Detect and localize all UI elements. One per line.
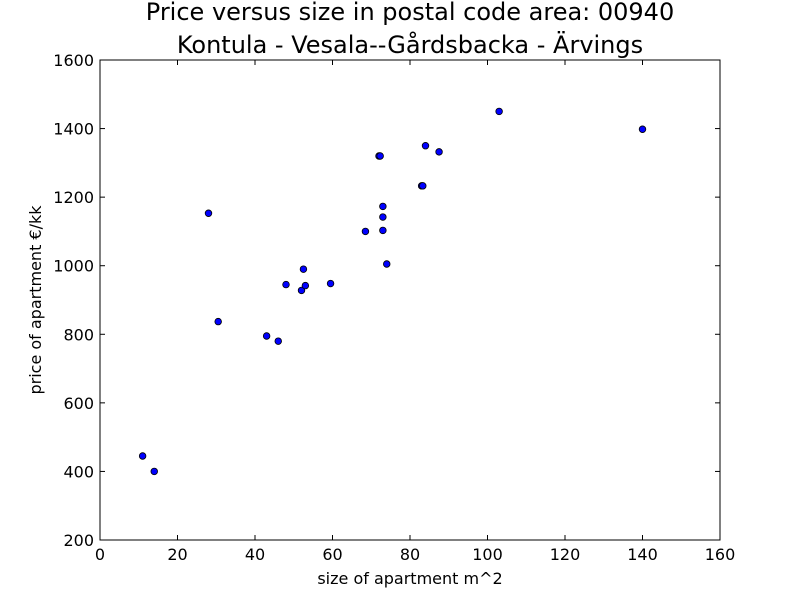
chart-subtitle: Kontula - Vesala--Gårdsbacka - Ärvings	[177, 30, 643, 59]
data-point	[274, 337, 282, 345]
x-tick-label: 20	[167, 545, 187, 564]
data-point	[379, 226, 387, 235]
x-tick-label: 140	[627, 545, 658, 564]
y-tick-label: 800	[63, 325, 94, 344]
y-tick-label: 200	[63, 531, 94, 550]
data-point	[204, 209, 213, 217]
x-tick-label: 120	[550, 545, 581, 564]
x-tick-label: 100	[472, 545, 503, 564]
y-tick-label: 600	[63, 394, 94, 413]
y-tick-label: 1400	[53, 120, 94, 139]
y-tick-label: 1000	[53, 257, 94, 276]
data-point	[419, 182, 427, 190]
data-point	[326, 279, 335, 288]
data-point	[495, 107, 503, 116]
data-point	[421, 142, 430, 150]
x-tick-label: 160	[705, 545, 736, 564]
data-point	[301, 281, 310, 290]
data-point	[361, 227, 370, 236]
x-tick-label: 80	[400, 545, 420, 564]
data-point	[282, 280, 290, 289]
plot-frame	[99, 59, 721, 541]
data-point	[435, 148, 443, 156]
data-point	[376, 152, 384, 160]
y-axis-label: price of apartment €/kk	[26, 205, 45, 395]
data-point	[379, 202, 387, 211]
x-tick-label: 60	[322, 545, 342, 564]
chart-title: Price versus size in postal code area: 0…	[146, 0, 674, 26]
axis-ticks: 0 20 40 60 80 100 120 140 160 200 400 600 800 1000 120…	[53, 51, 735, 564]
data-point	[638, 125, 647, 133]
data-point	[138, 452, 147, 460]
data-point	[297, 286, 306, 295]
data-point	[379, 213, 387, 221]
y-tick-label: 400	[63, 462, 94, 481]
data-point	[214, 317, 222, 326]
data-points	[138, 107, 647, 476]
x-axis-label: size of apartment m^2	[317, 569, 502, 588]
x-tick-label: 0	[95, 545, 105, 564]
x-tick-label: 40	[245, 545, 265, 564]
data-point	[150, 467, 158, 476]
y-tick-label: 1200	[53, 188, 94, 207]
data-point	[299, 265, 308, 273]
y-tick-label: 1600	[53, 51, 94, 70]
data-point	[383, 260, 391, 268]
data-point	[262, 332, 271, 340]
